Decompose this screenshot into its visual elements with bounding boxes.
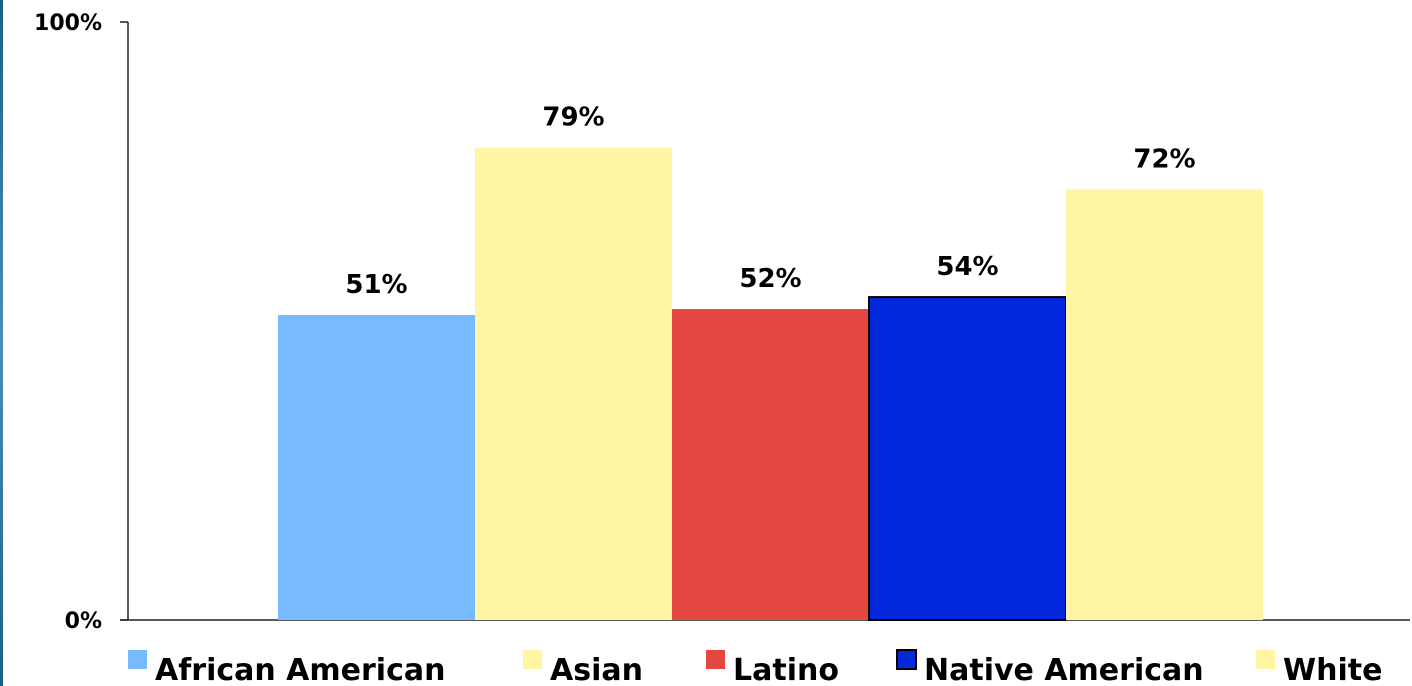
value-labels: 51% 79% 52% 54% 72% xyxy=(345,103,1195,300)
bars xyxy=(278,147,1263,621)
legend-swatch xyxy=(523,650,542,669)
bar-value-label: 72% xyxy=(1133,144,1195,174)
bar xyxy=(672,309,869,620)
legend-label: African American xyxy=(155,653,445,686)
slide-edge-strip xyxy=(0,0,3,686)
legend: African American Asian Latino Native Americ… xyxy=(128,649,1382,686)
legend-swatch xyxy=(1256,650,1275,669)
y-tick-label: 100% xyxy=(34,11,102,36)
bar-value-label: 54% xyxy=(936,252,998,282)
legend-swatch xyxy=(128,650,147,669)
legend-swatch xyxy=(706,650,725,669)
bar xyxy=(475,147,672,620)
legend-label: Latino xyxy=(733,653,839,686)
bar-value-label: 51% xyxy=(345,270,407,300)
bar-value-label: 52% xyxy=(739,264,801,294)
bar xyxy=(278,315,475,620)
legend-label: Asian xyxy=(550,653,643,686)
bar xyxy=(1066,189,1263,620)
legend-label: Native American xyxy=(924,653,1204,686)
y-tick-label: 0% xyxy=(65,609,102,634)
bar-value-label: 79% xyxy=(542,103,604,133)
y-axis-ticks: 0% 100% xyxy=(34,11,128,634)
bar xyxy=(868,296,1067,621)
legend-label: White xyxy=(1283,653,1382,686)
legend-swatch xyxy=(896,649,917,670)
